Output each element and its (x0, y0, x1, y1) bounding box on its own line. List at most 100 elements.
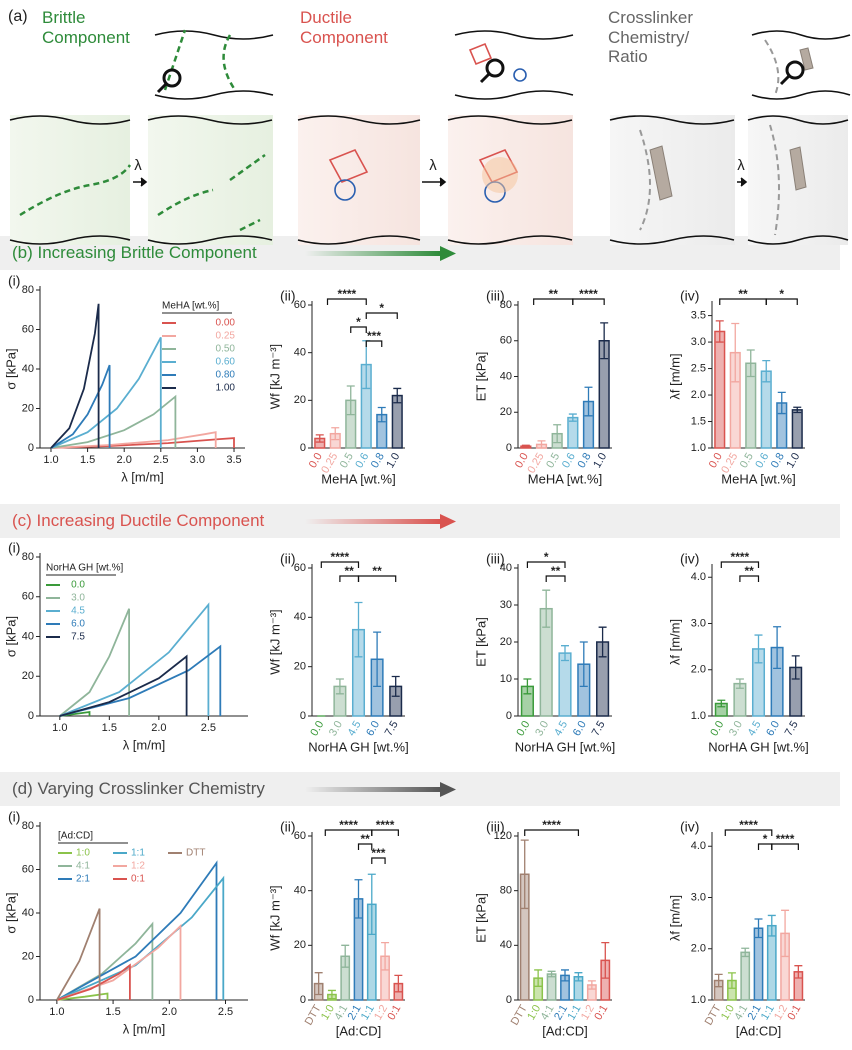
bar (791, 409, 803, 449)
y-tick-label: 40 (500, 939, 512, 951)
error-bar (568, 413, 577, 422)
x-tick-label: 3.0 (327, 719, 345, 738)
x-axis-label: NorHA GH [wt.%] (515, 739, 615, 754)
section-arrows (305, 246, 456, 797)
bar (714, 330, 726, 449)
y-tick-label: 60 (294, 299, 306, 311)
curve (50, 431, 217, 449)
error-bar (393, 387, 402, 404)
legend-label: 1.00 (216, 383, 236, 394)
sig-label: * (356, 315, 361, 329)
y-axis-label: ET [kPa] (473, 893, 488, 943)
curve (59, 602, 210, 717)
legend-label: DTT (186, 848, 205, 859)
x-tick-label: 3.0 (727, 719, 745, 738)
x-axis-label: NorHA GH [wt.%] (708, 739, 808, 754)
sig-label: **** (739, 818, 758, 832)
sig-label: ** (738, 287, 748, 301)
y-tick-label: 20 (22, 950, 34, 962)
legend-title: MeHA [wt.%] (162, 301, 219, 312)
x-tick-label: 0.0 (308, 719, 326, 738)
sig-bracket (765, 298, 798, 305)
x-axis-label: MeHA [wt.%] (528, 471, 602, 486)
error-bar (601, 941, 610, 979)
sig-bracket (365, 340, 383, 347)
panel-label: (i) (8, 809, 20, 825)
y-tick-label: 20 (294, 939, 306, 951)
error-bar (520, 839, 529, 910)
y-tick-label: 2.0 (691, 664, 706, 676)
x-tick-label: 7.5 (783, 719, 801, 738)
panel-label: (ii) (280, 551, 296, 567)
error-bar (793, 406, 802, 414)
y-tick-label: 4.0 (691, 571, 706, 583)
y-tick-label: 3.0 (691, 336, 706, 348)
x-tick-label: 1.0 (784, 451, 802, 470)
bar (546, 973, 557, 1001)
sig-label: * (379, 301, 384, 315)
x-tick-label: 4.5 (552, 719, 570, 738)
error-bar (523, 678, 532, 695)
y-tick-label: 0 (300, 710, 306, 722)
error-bar (584, 386, 593, 417)
y-tick-label: 1.0 (691, 994, 706, 1006)
y-tick-label: 40 (22, 363, 34, 375)
y-tick-label: 80 (22, 551, 34, 563)
error-bar (561, 645, 569, 662)
error-bar (777, 391, 786, 415)
sig-bracket (526, 561, 566, 568)
y-tick-label: 0 (506, 710, 512, 722)
panel-label: (iv) (680, 288, 699, 304)
y-tick-label: 10 (500, 673, 512, 685)
y-tick-label: 20 (294, 394, 306, 406)
sig-bracket (357, 843, 373, 850)
curve (50, 336, 162, 449)
x-tick-label: 2.0 (117, 454, 132, 466)
y-tick-label: 1.0 (691, 710, 706, 722)
x-tick-label: 0.5 (544, 451, 562, 470)
panel-label: (iv) (680, 819, 699, 835)
error-bar (717, 699, 726, 708)
legend-title: [Ad:CD] (58, 831, 93, 842)
sig-label: ** (345, 564, 355, 578)
panel-label: (iii) (486, 288, 505, 304)
sig-label: * (779, 287, 784, 301)
sig-bracket (371, 857, 386, 864)
legend-label: 0.80 (216, 370, 236, 381)
curve (50, 303, 100, 449)
y-tick-label: 0 (506, 442, 512, 454)
y-tick-label: 40 (294, 611, 306, 623)
x-tick-label: 2.0 (151, 722, 166, 734)
y-tick-label: 80 (22, 820, 34, 832)
y-tick-label: 40 (22, 907, 34, 919)
error-bar (547, 970, 556, 978)
error-bar (327, 989, 336, 1000)
sig-label: * (544, 550, 549, 564)
x-tick-label: 0:1 (592, 1003, 610, 1022)
error-bar (521, 444, 530, 448)
error-bar (373, 631, 382, 688)
y-axis-label: ET [kPa] (473, 352, 488, 402)
error-bar (715, 320, 724, 343)
x-tick-label: 2.5 (201, 722, 216, 734)
y-tick-label: 3.0 (691, 617, 706, 629)
error-bar (542, 589, 551, 628)
y-tick-label: 3.0 (691, 891, 706, 903)
error-bar (314, 972, 323, 996)
sig-bracket (524, 829, 580, 836)
x-tick-label: 3.5 (226, 454, 241, 466)
error-bar (714, 973, 723, 988)
x-axis-label: λ [m/m] (121, 469, 164, 484)
x-tick-label: 7.5 (590, 719, 608, 738)
y-tick-label: 0 (300, 994, 306, 1006)
error-bar (767, 914, 776, 937)
error-bar (754, 918, 763, 939)
error-bar (746, 349, 755, 378)
curve (50, 394, 177, 449)
error-bar (354, 879, 363, 919)
x-tick-label: 0.6 (753, 451, 771, 470)
x-axis-label: MeHA [wt.%] (721, 471, 795, 486)
y-tick-label: 80 (500, 885, 512, 897)
error-bar (741, 947, 750, 958)
